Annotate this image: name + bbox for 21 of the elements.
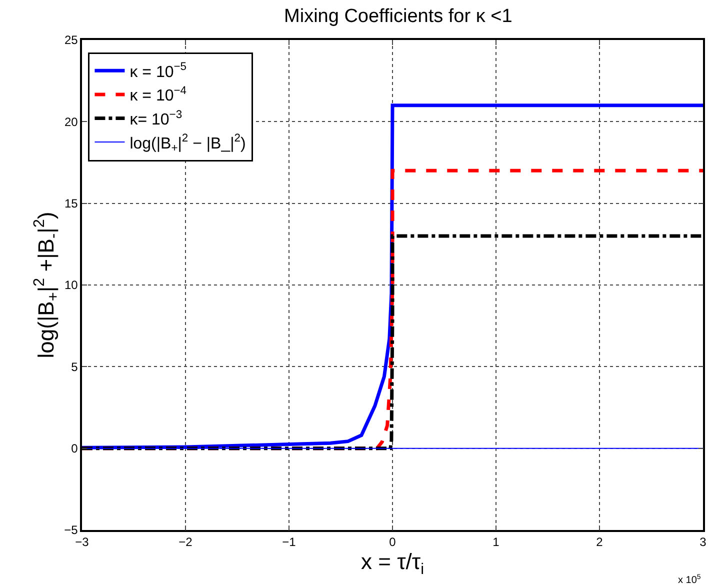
legend-label: κ = 10$^{−4}$ — [130, 84, 187, 105]
x-axis-title: x = τ/τ$_{i}$ — [361, 549, 424, 578]
y-tick-label: −5 — [64, 523, 78, 538]
y-tick-label: 0 — [71, 442, 78, 456]
y-tick-label: 15 — [64, 196, 78, 211]
y-tick-label: 5 — [71, 360, 78, 374]
x-tick-label: 1 — [492, 535, 500, 550]
y-tick-label: 10 — [64, 278, 78, 292]
x-tick-label: 3 — [700, 535, 707, 550]
x-tick-label: 0 — [389, 535, 396, 550]
legend-label: log(|B$_{+}$|$^{2}$ − |B_|$^{2}$) — [130, 132, 246, 155]
legend-label: κ = 10$^{−5}$ — [130, 61, 187, 81]
x-tick-label: 2 — [596, 535, 604, 550]
y-tick-label: 25 — [64, 33, 78, 48]
x-tick-label: −2 — [178, 535, 193, 550]
x-tick-label: −3 — [75, 535, 90, 550]
x-tick-label: −1 — [282, 535, 296, 550]
chart-title: Mixing Coefficients for κ <1 — [284, 6, 512, 28]
y-tick-label: 20 — [64, 114, 78, 129]
legend-label: κ= 10$^{−3}$ — [130, 108, 182, 128]
text: x 10$^{5}$ — [678, 574, 701, 586]
